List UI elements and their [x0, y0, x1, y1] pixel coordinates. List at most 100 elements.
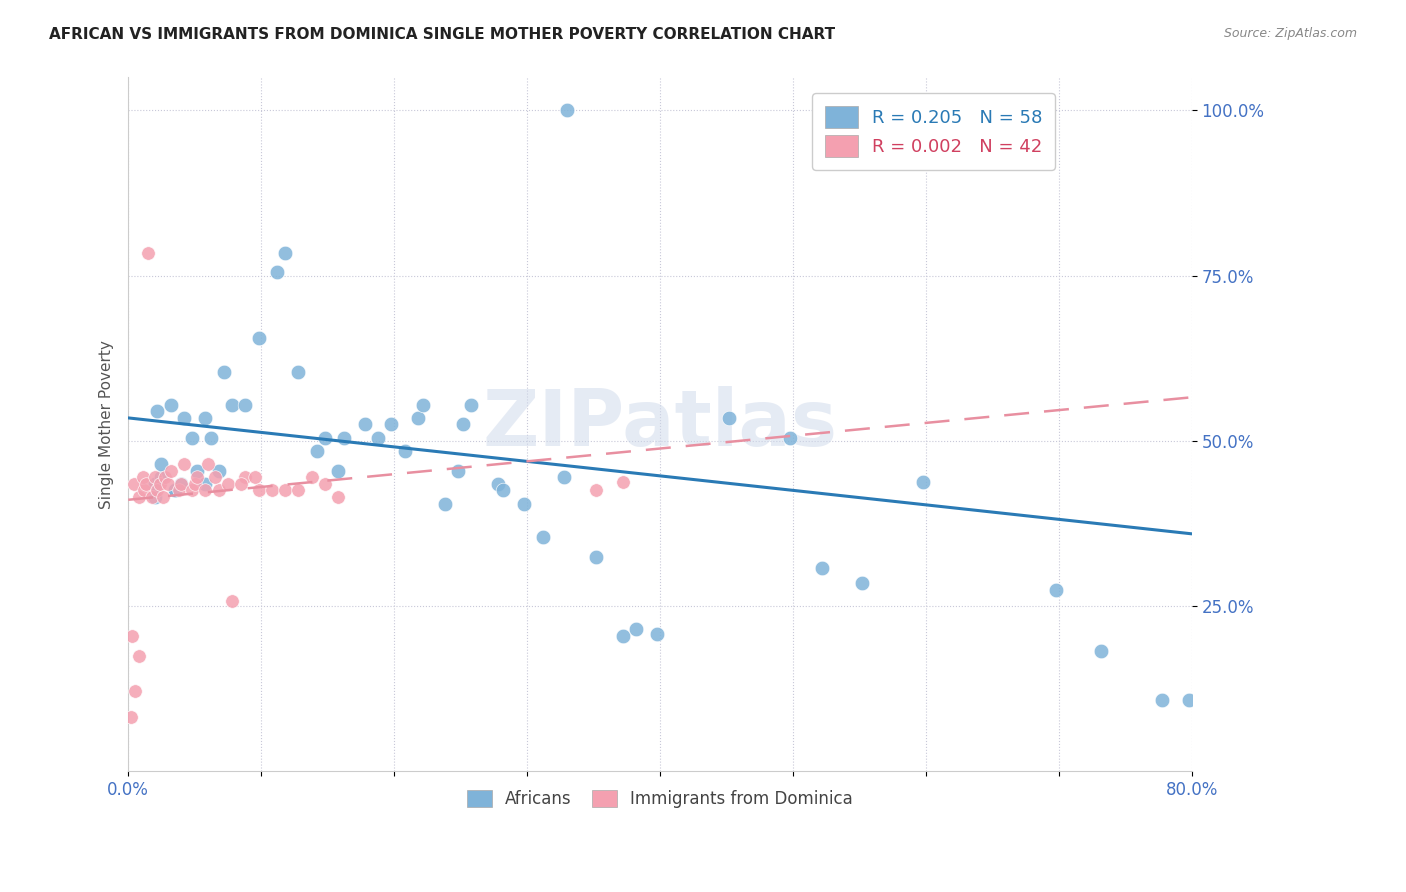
Point — [146, 483, 169, 498]
Point — [531, 530, 554, 544]
Point — [212, 365, 235, 379]
Point — [301, 470, 323, 484]
Point — [274, 483, 297, 498]
Point — [183, 476, 205, 491]
Point — [811, 561, 834, 575]
Point — [221, 398, 243, 412]
Text: AFRICAN VS IMMIGRANTS FROM DOMINICA SINGLE MOTHER POVERTY CORRELATION CHART: AFRICAN VS IMMIGRANTS FROM DOMINICA SING… — [49, 27, 835, 42]
Point — [247, 483, 270, 498]
Point — [486, 476, 509, 491]
Text: ZIPatlas: ZIPatlas — [482, 386, 838, 462]
Text: Source: ZipAtlas.com: Source: ZipAtlas.com — [1223, 27, 1357, 40]
Point — [233, 398, 256, 412]
Point — [328, 490, 350, 504]
Point — [585, 483, 607, 498]
Point — [287, 365, 309, 379]
Point — [779, 431, 801, 445]
Point — [134, 483, 156, 498]
Point — [141, 490, 163, 504]
Point — [143, 470, 166, 484]
Point — [718, 410, 741, 425]
Point — [332, 431, 354, 445]
Point — [912, 475, 935, 489]
Point — [367, 431, 389, 445]
Point — [128, 648, 150, 663]
Point — [150, 457, 173, 471]
Point — [287, 483, 309, 498]
Point — [328, 464, 350, 478]
Point — [163, 483, 186, 498]
Point — [197, 457, 219, 471]
Point — [173, 457, 195, 471]
Point — [460, 398, 482, 412]
Point — [159, 398, 181, 412]
Point — [380, 417, 402, 432]
Point — [274, 245, 297, 260]
Point — [121, 629, 143, 643]
Point — [1045, 582, 1067, 597]
Point — [553, 470, 575, 484]
Point — [247, 331, 270, 345]
Point — [314, 431, 336, 445]
Point — [152, 490, 174, 504]
Point — [612, 629, 634, 643]
Point — [1178, 693, 1201, 707]
Point — [122, 476, 145, 491]
Point — [194, 483, 217, 498]
Point — [194, 410, 217, 425]
Point — [647, 627, 669, 641]
Point — [305, 443, 328, 458]
Point — [132, 470, 155, 484]
Point — [143, 476, 166, 491]
Point — [136, 245, 159, 260]
Point — [146, 404, 169, 418]
Point — [120, 710, 142, 724]
Point — [208, 483, 231, 498]
Point — [155, 470, 177, 484]
Point — [173, 410, 195, 425]
Point — [150, 470, 173, 484]
Point — [585, 549, 607, 564]
Point — [128, 490, 150, 504]
Point — [186, 464, 208, 478]
Point — [204, 470, 226, 484]
Point — [412, 398, 434, 412]
Point — [186, 470, 208, 484]
Point — [314, 476, 336, 491]
Point — [260, 483, 283, 498]
Point — [124, 683, 146, 698]
Point — [394, 443, 416, 458]
Point — [200, 431, 222, 445]
Point — [159, 464, 181, 478]
Point — [1090, 644, 1112, 658]
Point — [451, 417, 474, 432]
Point — [208, 464, 231, 478]
Point — [243, 470, 266, 484]
Point — [433, 497, 456, 511]
Point — [194, 476, 217, 491]
Point — [181, 431, 204, 445]
Point — [612, 475, 634, 489]
Point — [149, 476, 172, 491]
Point — [266, 265, 288, 279]
Point — [231, 476, 253, 491]
Point — [163, 483, 186, 498]
Point — [406, 410, 429, 425]
Point — [624, 622, 647, 636]
Point — [979, 103, 1001, 118]
Point — [143, 490, 166, 504]
Point — [447, 464, 470, 478]
Point — [170, 476, 193, 491]
Point — [851, 576, 873, 591]
Point — [233, 470, 256, 484]
Point — [221, 594, 243, 608]
Point — [157, 476, 180, 491]
Point — [492, 483, 515, 498]
Point — [135, 476, 157, 491]
Point — [170, 476, 193, 491]
Point — [217, 476, 239, 491]
Legend: Africans, Immigrants from Dominica: Africans, Immigrants from Dominica — [460, 783, 859, 815]
Point — [1152, 693, 1174, 707]
Y-axis label: Single Mother Poverty: Single Mother Poverty — [100, 340, 114, 508]
Point — [181, 483, 204, 498]
